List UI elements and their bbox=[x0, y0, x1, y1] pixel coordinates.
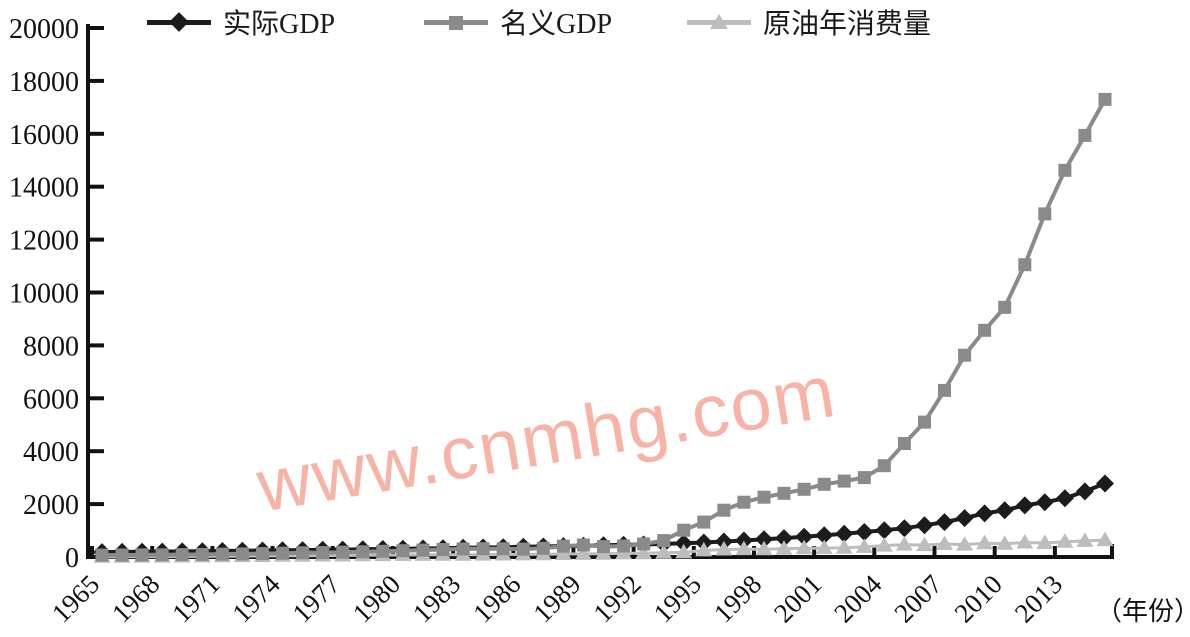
series-nominal-gdp bbox=[95, 92, 1112, 562]
svg-text:1977: 1977 bbox=[287, 569, 346, 628]
legend-label-oil-consumption: 原油年消费量 bbox=[763, 9, 932, 40]
svg-text:1974: 1974 bbox=[226, 569, 286, 629]
triangle-marker-icon bbox=[710, 14, 728, 29]
svg-text:1995: 1995 bbox=[648, 569, 707, 628]
svg-text:2004: 2004 bbox=[828, 569, 888, 629]
svg-text:2010: 2010 bbox=[949, 569, 1008, 628]
svg-text:1989: 1989 bbox=[527, 569, 586, 628]
legend-marker-diamond bbox=[147, 12, 211, 32]
svg-text:2000: 2000 bbox=[23, 490, 79, 521]
svg-text:6000: 6000 bbox=[23, 384, 79, 415]
svg-text:1968: 1968 bbox=[106, 569, 165, 628]
diamond-marker-icon bbox=[169, 12, 189, 32]
svg-text:2001: 2001 bbox=[768, 569, 827, 628]
svg-text:20000: 20000 bbox=[9, 14, 79, 45]
svg-text:1986: 1986 bbox=[467, 569, 526, 628]
x-axis-unit-note: （年份） bbox=[1096, 597, 1190, 626]
svg-text:1971: 1971 bbox=[166, 569, 225, 628]
legend-item-oil-consumption: 原油年消费量 bbox=[687, 4, 931, 40]
legend-label-nominal-gdp: 名义GDP bbox=[500, 9, 613, 40]
legend-item-nominal-gdp: 名义GDP bbox=[424, 4, 612, 40]
svg-text:1980: 1980 bbox=[347, 569, 406, 628]
legend-item-real-gdp: 实际GDP bbox=[147, 4, 335, 40]
legend-marker-square bbox=[424, 12, 488, 32]
legend-label-real-gdp: 实际GDP bbox=[223, 9, 336, 40]
svg-text:14000: 14000 bbox=[9, 173, 79, 204]
svg-text:2007: 2007 bbox=[888, 569, 947, 628]
y-axis: 0 2000 4000 6000 8000 10000 12000 14000 16000 180… bbox=[9, 14, 104, 574]
svg-text:10000: 10000 bbox=[9, 279, 79, 310]
svg-text:8000: 8000 bbox=[23, 331, 79, 362]
svg-text:18000: 18000 bbox=[9, 67, 79, 98]
legend-marker-triangle bbox=[687, 12, 751, 32]
svg-text:12000: 12000 bbox=[9, 226, 79, 257]
square-marker-icon bbox=[449, 16, 463, 30]
svg-text:16000: 16000 bbox=[9, 120, 79, 151]
svg-text:4000: 4000 bbox=[23, 437, 79, 468]
svg-text:1965: 1965 bbox=[46, 569, 105, 628]
svg-text:2013: 2013 bbox=[1009, 569, 1068, 628]
svg-text:1983: 1983 bbox=[407, 569, 466, 628]
svg-text:1998: 1998 bbox=[708, 569, 767, 628]
svg-text:1992: 1992 bbox=[587, 569, 646, 628]
svg-text:0: 0 bbox=[65, 543, 79, 574]
